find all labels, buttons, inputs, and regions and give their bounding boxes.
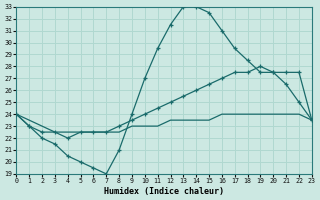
X-axis label: Humidex (Indice chaleur): Humidex (Indice chaleur)	[104, 187, 224, 196]
